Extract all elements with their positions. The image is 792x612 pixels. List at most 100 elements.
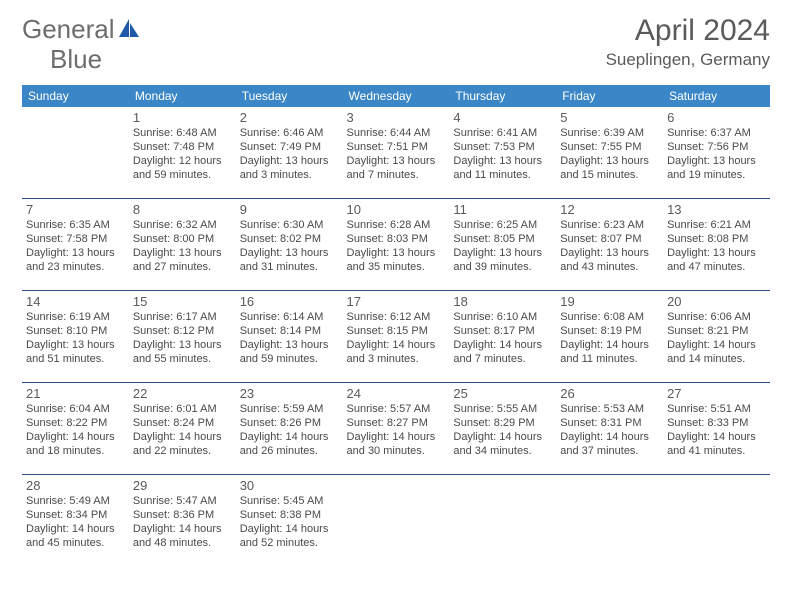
calendar-cell (663, 475, 770, 561)
calendar-cell (22, 107, 129, 199)
day-number: 26 (560, 386, 659, 401)
calendar-cell: 25Sunrise: 5:55 AMSunset: 8:29 PMDayligh… (449, 383, 556, 475)
calendar-cell: 12Sunrise: 6:23 AMSunset: 8:07 PMDayligh… (556, 199, 663, 291)
calendar-cell: 23Sunrise: 5:59 AMSunset: 8:26 PMDayligh… (236, 383, 343, 475)
calendar-cell: 9Sunrise: 6:30 AMSunset: 8:02 PMDaylight… (236, 199, 343, 291)
day-number: 19 (560, 294, 659, 309)
day-details: Sunrise: 6:21 AMSunset: 8:08 PMDaylight:… (667, 218, 766, 274)
location: Sueplingen, Germany (606, 50, 770, 70)
calendar-cell: 19Sunrise: 6:08 AMSunset: 8:19 PMDayligh… (556, 291, 663, 383)
calendar-cell: 6Sunrise: 6:37 AMSunset: 7:56 PMDaylight… (663, 107, 770, 199)
day-number: 25 (453, 386, 552, 401)
day-details: Sunrise: 6:19 AMSunset: 8:10 PMDaylight:… (26, 310, 125, 366)
day-number: 24 (347, 386, 446, 401)
day-details: Sunrise: 5:55 AMSunset: 8:29 PMDaylight:… (453, 402, 552, 458)
calendar-cell: 17Sunrise: 6:12 AMSunset: 8:15 PMDayligh… (343, 291, 450, 383)
day-number: 18 (453, 294, 552, 309)
calendar-row: 14Sunrise: 6:19 AMSunset: 8:10 PMDayligh… (22, 291, 770, 383)
day-details: Sunrise: 5:51 AMSunset: 8:33 PMDaylight:… (667, 402, 766, 458)
day-details: Sunrise: 5:59 AMSunset: 8:26 PMDaylight:… (240, 402, 339, 458)
calendar-page: General April 2024 Sueplingen, Germany B… (0, 0, 792, 578)
day-details: Sunrise: 5:47 AMSunset: 8:36 PMDaylight:… (133, 494, 232, 550)
day-details: Sunrise: 6:35 AMSunset: 7:58 PMDaylight:… (26, 218, 125, 274)
day-number: 3 (347, 110, 446, 125)
calendar-cell: 4Sunrise: 6:41 AMSunset: 7:53 PMDaylight… (449, 107, 556, 199)
day-details: Sunrise: 6:25 AMSunset: 8:05 PMDaylight:… (453, 218, 552, 274)
day-details: Sunrise: 6:06 AMSunset: 8:21 PMDaylight:… (667, 310, 766, 366)
day-number: 13 (667, 202, 766, 217)
day-details: Sunrise: 6:46 AMSunset: 7:49 PMDaylight:… (240, 126, 339, 182)
calendar-cell: 24Sunrise: 5:57 AMSunset: 8:27 PMDayligh… (343, 383, 450, 475)
day-number: 23 (240, 386, 339, 401)
day-number: 21 (26, 386, 125, 401)
calendar-cell (343, 475, 450, 561)
day-number: 5 (560, 110, 659, 125)
calendar-cell: 21Sunrise: 6:04 AMSunset: 8:22 PMDayligh… (22, 383, 129, 475)
calendar-cell: 16Sunrise: 6:14 AMSunset: 8:14 PMDayligh… (236, 291, 343, 383)
weekday-header-row: Sunday Monday Tuesday Wednesday Thursday… (22, 85, 770, 107)
calendar-cell: 5Sunrise: 6:39 AMSunset: 7:55 PMDaylight… (556, 107, 663, 199)
calendar-cell: 15Sunrise: 6:17 AMSunset: 8:12 PMDayligh… (129, 291, 236, 383)
weekday-header: Tuesday (236, 85, 343, 107)
weekday-header: Friday (556, 85, 663, 107)
day-number: 14 (26, 294, 125, 309)
day-number: 27 (667, 386, 766, 401)
calendar-table: Sunday Monday Tuesday Wednesday Thursday… (22, 85, 770, 560)
day-details: Sunrise: 6:37 AMSunset: 7:56 PMDaylight:… (667, 126, 766, 182)
day-number: 20 (667, 294, 766, 309)
day-number: 8 (133, 202, 232, 217)
weekday-header: Sunday (22, 85, 129, 107)
calendar-cell: 10Sunrise: 6:28 AMSunset: 8:03 PMDayligh… (343, 199, 450, 291)
brand-logo: General (22, 14, 141, 45)
calendar-row: 7Sunrise: 6:35 AMSunset: 7:58 PMDaylight… (22, 199, 770, 291)
day-number: 29 (133, 478, 232, 493)
day-details: Sunrise: 5:57 AMSunset: 8:27 PMDaylight:… (347, 402, 446, 458)
calendar-cell: 22Sunrise: 6:01 AMSunset: 8:24 PMDayligh… (129, 383, 236, 475)
day-number: 10 (347, 202, 446, 217)
day-details: Sunrise: 6:04 AMSunset: 8:22 PMDaylight:… (26, 402, 125, 458)
calendar-cell: 1Sunrise: 6:48 AMSunset: 7:48 PMDaylight… (129, 107, 236, 199)
calendar-cell (449, 475, 556, 561)
calendar-cell (556, 475, 663, 561)
calendar-cell: 2Sunrise: 6:46 AMSunset: 7:49 PMDaylight… (236, 107, 343, 199)
calendar-row: 1Sunrise: 6:48 AMSunset: 7:48 PMDaylight… (22, 107, 770, 199)
calendar-row: 21Sunrise: 6:04 AMSunset: 8:22 PMDayligh… (22, 383, 770, 475)
calendar-cell: 27Sunrise: 5:51 AMSunset: 8:33 PMDayligh… (663, 383, 770, 475)
day-number: 15 (133, 294, 232, 309)
day-details: Sunrise: 5:53 AMSunset: 8:31 PMDaylight:… (560, 402, 659, 458)
calendar-cell: 28Sunrise: 5:49 AMSunset: 8:34 PMDayligh… (22, 475, 129, 561)
calendar-cell: 8Sunrise: 6:32 AMSunset: 8:00 PMDaylight… (129, 199, 236, 291)
day-number: 9 (240, 202, 339, 217)
day-number: 1 (133, 110, 232, 125)
day-details: Sunrise: 6:01 AMSunset: 8:24 PMDaylight:… (133, 402, 232, 458)
weekday-header: Wednesday (343, 85, 450, 107)
day-details: Sunrise: 6:30 AMSunset: 8:02 PMDaylight:… (240, 218, 339, 274)
day-number: 16 (240, 294, 339, 309)
brand-part1: General (22, 14, 115, 45)
calendar-cell: 18Sunrise: 6:10 AMSunset: 8:17 PMDayligh… (449, 291, 556, 383)
calendar-cell: 20Sunrise: 6:06 AMSunset: 8:21 PMDayligh… (663, 291, 770, 383)
calendar-row: 28Sunrise: 5:49 AMSunset: 8:34 PMDayligh… (22, 475, 770, 561)
day-number: 28 (26, 478, 125, 493)
calendar-cell: 3Sunrise: 6:44 AMSunset: 7:51 PMDaylight… (343, 107, 450, 199)
day-details: Sunrise: 6:14 AMSunset: 8:14 PMDaylight:… (240, 310, 339, 366)
calendar-cell: 7Sunrise: 6:35 AMSunset: 7:58 PMDaylight… (22, 199, 129, 291)
weekday-header: Thursday (449, 85, 556, 107)
sail-icon (117, 17, 141, 41)
day-details: Sunrise: 6:32 AMSunset: 8:00 PMDaylight:… (133, 218, 232, 274)
day-details: Sunrise: 6:48 AMSunset: 7:48 PMDaylight:… (133, 126, 232, 182)
day-number: 22 (133, 386, 232, 401)
weekday-header: Monday (129, 85, 236, 107)
day-details: Sunrise: 6:28 AMSunset: 8:03 PMDaylight:… (347, 218, 446, 274)
day-number: 30 (240, 478, 339, 493)
day-details: Sunrise: 6:41 AMSunset: 7:53 PMDaylight:… (453, 126, 552, 182)
day-details: Sunrise: 6:10 AMSunset: 8:17 PMDaylight:… (453, 310, 552, 366)
day-details: Sunrise: 6:39 AMSunset: 7:55 PMDaylight:… (560, 126, 659, 182)
day-number: 7 (26, 202, 125, 217)
day-details: Sunrise: 5:49 AMSunset: 8:34 PMDaylight:… (26, 494, 125, 550)
day-number: 4 (453, 110, 552, 125)
calendar-cell: 14Sunrise: 6:19 AMSunset: 8:10 PMDayligh… (22, 291, 129, 383)
day-number: 12 (560, 202, 659, 217)
calendar-cell: 26Sunrise: 5:53 AMSunset: 8:31 PMDayligh… (556, 383, 663, 475)
calendar-cell: 30Sunrise: 5:45 AMSunset: 8:38 PMDayligh… (236, 475, 343, 561)
